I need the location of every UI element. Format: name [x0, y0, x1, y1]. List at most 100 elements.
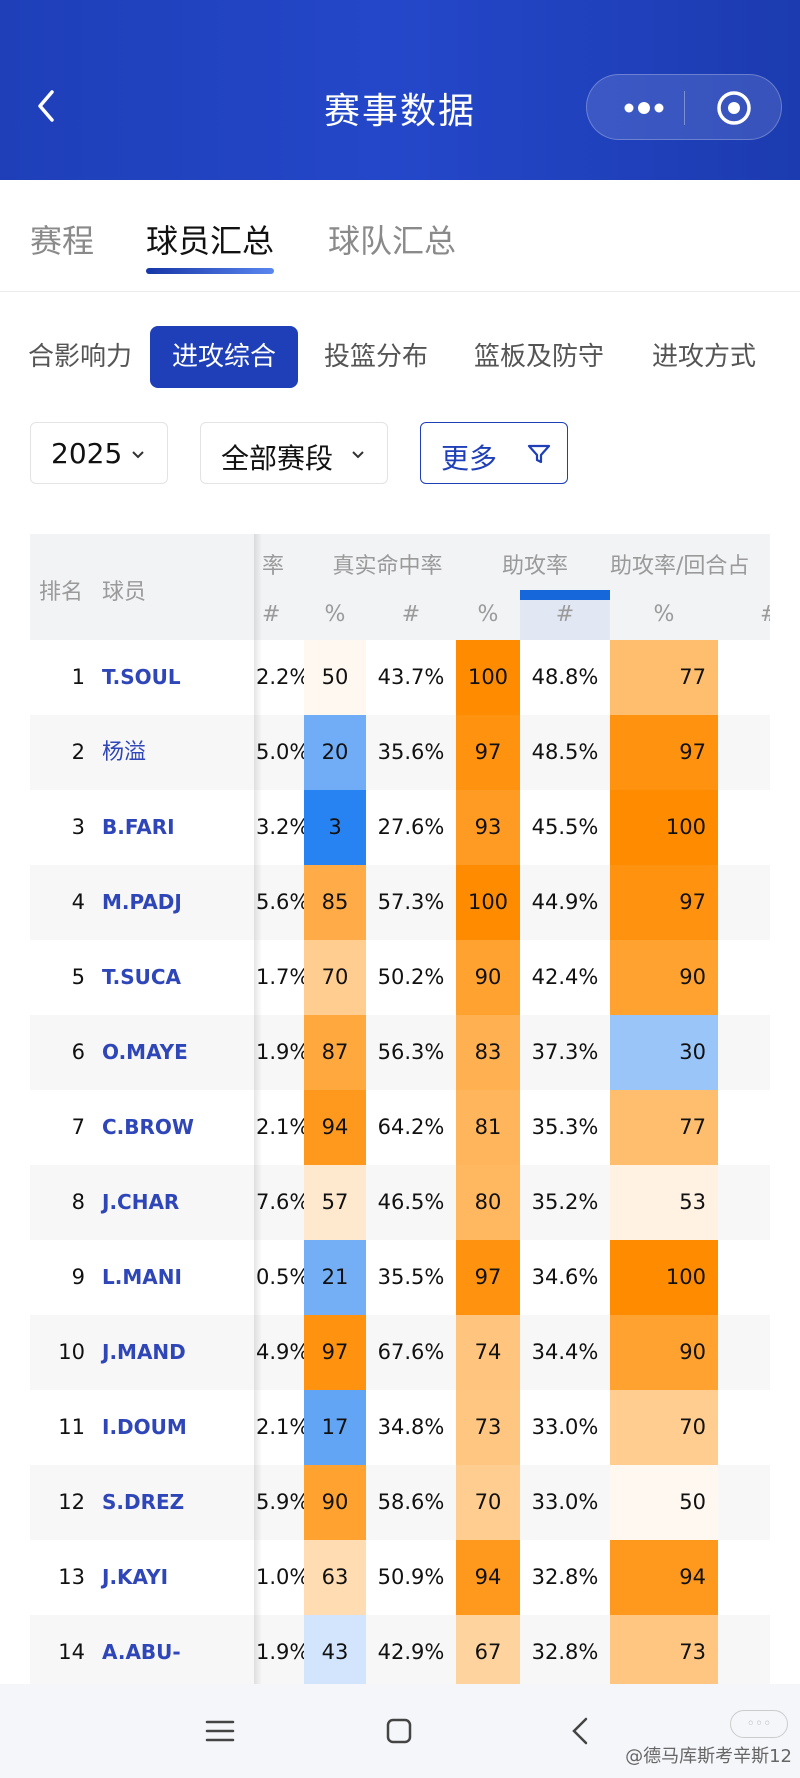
astp-percentile-cell: 50 [610, 1465, 718, 1540]
player-name-link[interactable]: I.DOUM [102, 1415, 187, 1439]
header-rank[interactable]: 排名 [38, 580, 83, 605]
player-name-link[interactable]: T.SOUL [102, 665, 181, 689]
ts-value-cell: 58.6% [377, 1490, 445, 1514]
subheader-ast-pct[interactable]: % [477, 602, 499, 627]
table-row[interactable]: 3 B.FARI 3.2% 3 27.6% 93 45.5% 100 [30, 790, 770, 865]
ts-percentile-cell: 50 [304, 640, 366, 715]
partial-rate-cell: 2.1% [256, 1115, 310, 1139]
ts-percentile-cell: 87 [304, 1015, 366, 1090]
subtab-rebound-defense[interactable]: 篮板及防守 [474, 342, 605, 372]
rank-cell: 13 [58, 1565, 85, 1589]
ast-value-cell: 48.5% [531, 740, 599, 764]
ast-percentile-cell: 74 [456, 1315, 520, 1390]
ast-percentile-cell: 90 [456, 940, 520, 1015]
ast-value-cell: 37.3% [531, 1040, 599, 1064]
table-row[interactable]: 4 M.PADJ 5.6% 85 57.3% 100 44.9% 97 [30, 865, 770, 940]
astp-percentile-cell: 77 [610, 640, 718, 715]
ast-value-cell: 32.8% [531, 1640, 599, 1664]
subheader-ts-hash[interactable]: # [401, 602, 421, 627]
header-true-shooting[interactable]: 真实命中率 [332, 554, 443, 579]
subtab-impact[interactable]: 合影响力 [28, 342, 133, 372]
ast-value-cell: 33.0% [531, 1490, 599, 1514]
ts-percentile-cell: 20 [304, 715, 366, 790]
tab-player-summary[interactable]: 球员汇总 [146, 216, 275, 274]
player-name-link[interactable]: C.BROW [102, 1115, 194, 1139]
subheader-astp-pct[interactable]: % [653, 602, 675, 627]
filter-funnel-icon [527, 444, 551, 464]
close-target-icon[interactable] [697, 75, 771, 141]
header-partial-rate[interactable]: 率 [262, 554, 285, 579]
table-row[interactable]: 6 O.MAYE 1.9% 87 56.3% 83 37.3% 30 [30, 1015, 770, 1090]
player-name-link[interactable]: O.MAYE [102, 1040, 188, 1064]
player-name-link[interactable]: L.MANI [102, 1265, 182, 1289]
ts-percentile-cell: 21 [304, 1240, 366, 1315]
player-name-link[interactable]: S.DREZ [102, 1490, 185, 1514]
table-row[interactable]: 12 S.DREZ 5.9% 90 58.6% 70 33.0% 50 [30, 1465, 770, 1540]
table-row[interactable]: 5 T.SUCA 1.7% 70 50.2% 90 42.4% 90 [30, 940, 770, 1015]
ast-value-cell: 42.4% [531, 965, 599, 989]
partial-rate-cell: 1.9% [256, 1640, 310, 1664]
table-row[interactable]: 7 C.BROW 2.1% 94 64.2% 81 35.3% 77 [30, 1090, 770, 1165]
menu-icon[interactable] [195, 1706, 245, 1756]
table-row[interactable]: 11 I.DOUM 2.1% 17 34.8% 73 33.0% 70 [30, 1390, 770, 1465]
capsule-divider [684, 91, 685, 125]
player-name-link[interactable]: A.ABU- [102, 1640, 181, 1664]
ast-value-cell: 35.2% [531, 1190, 599, 1214]
subtab-offense-overall[interactable]: 进攻综合 [150, 326, 299, 388]
player-name-link[interactable]: J.CHAR [102, 1190, 180, 1214]
rank-cell: 11 [58, 1415, 85, 1439]
back-arrow-icon[interactable] [22, 78, 72, 134]
player-name-link[interactable]: 杨溢 [102, 740, 147, 765]
table-row[interactable]: 1 T.SOUL 2.2% 50 43.7% 100 48.8% 77 [30, 640, 770, 715]
table-row[interactable]: 2 杨溢 5.0% 20 35.6% 97 48.5% 97 [30, 715, 770, 790]
ts-value-cell: 50.9% [377, 1565, 445, 1589]
ast-value-cell: 45.5% [531, 815, 599, 839]
subtab-shot-distribution[interactable]: 投篮分布 [324, 342, 429, 372]
astp-percentile-cell: 53 [610, 1165, 718, 1240]
header-assist-rate-poss[interactable]: 助攻率/回合占 [610, 554, 750, 579]
ast-value-cell: 35.3% [531, 1115, 599, 1139]
table-row[interactable]: 10 J.MAND 4.9% 97 67.6% 74 34.4% 90 [30, 1315, 770, 1390]
astp-percentile-cell: 90 [610, 1315, 718, 1390]
active-tab-underline [146, 268, 275, 274]
ts-percentile-cell: 97 [304, 1315, 366, 1390]
subheader-ts-pct[interactable]: % [324, 602, 346, 627]
ast-percentile-cell: 70 [456, 1465, 520, 1540]
more-filter-button[interactable]: 更多 [420, 422, 568, 484]
player-name-link[interactable]: J.MAND [102, 1340, 186, 1364]
ast-value-cell: 34.6% [531, 1265, 599, 1289]
stage-select[interactable]: 全部赛段 [200, 422, 388, 484]
rank-cell: 6 [71, 1040, 85, 1064]
subheader-partial-hash[interactable]: # [262, 602, 281, 627]
tab-team-summary[interactable]: 球队汇总 [328, 222, 457, 260]
ts-value-cell: 67.6% [377, 1340, 445, 1364]
back-chevron-icon[interactable] [556, 1706, 606, 1756]
subheader-astp-hash[interactable]: # [760, 602, 770, 627]
subheader-ast-hash[interactable]: # [555, 602, 575, 627]
ast-percentile-cell: 97 [456, 1240, 520, 1315]
player-name-link[interactable]: B.FARI [102, 815, 175, 839]
ts-value-cell: 50.2% [377, 965, 445, 989]
tab-schedule[interactable]: 赛程 [30, 222, 95, 260]
ts-value-cell: 35.5% [377, 1265, 445, 1289]
table-row[interactable]: 13 J.KAYI 1.0% 63 50.9% 94 32.8% 94 [30, 1540, 770, 1615]
more-dots-icon[interactable] [607, 75, 681, 141]
subtab-offense-style[interactable]: 进攻方式 [652, 342, 757, 372]
home-square-icon[interactable] [374, 1706, 424, 1756]
ast-value-cell: 44.9% [531, 890, 599, 914]
ts-value-cell: 35.6% [377, 740, 445, 764]
ast-percentile-cell: 81 [456, 1090, 520, 1165]
ast-percentile-cell: 100 [456, 640, 520, 715]
ast-percentile-cell: 83 [456, 1015, 520, 1090]
astp-percentile-cell: 100 [610, 790, 718, 865]
table-row[interactable]: 9 L.MANI 0.5% 21 35.5% 97 34.6% 100 [30, 1240, 770, 1315]
season-select[interactable]: 2025 [30, 422, 168, 484]
player-name-link[interactable]: M.PADJ [102, 890, 182, 914]
ast-value-cell: 34.4% [531, 1340, 599, 1364]
player-name-link[interactable]: T.SUCA [102, 965, 182, 989]
table-row[interactable]: 8 J.CHAR 7.6% 57 46.5% 80 35.2% 53 [30, 1165, 770, 1240]
header-assist-rate[interactable]: 助攻率 [501, 554, 568, 579]
ts-value-cell: 43.7% [377, 665, 445, 689]
table-row[interactable]: 14 A.ABU- 1.9% 43 42.9% 67 32.8% 73 [30, 1615, 770, 1684]
player-name-link[interactable]: J.KAYI [102, 1565, 169, 1589]
